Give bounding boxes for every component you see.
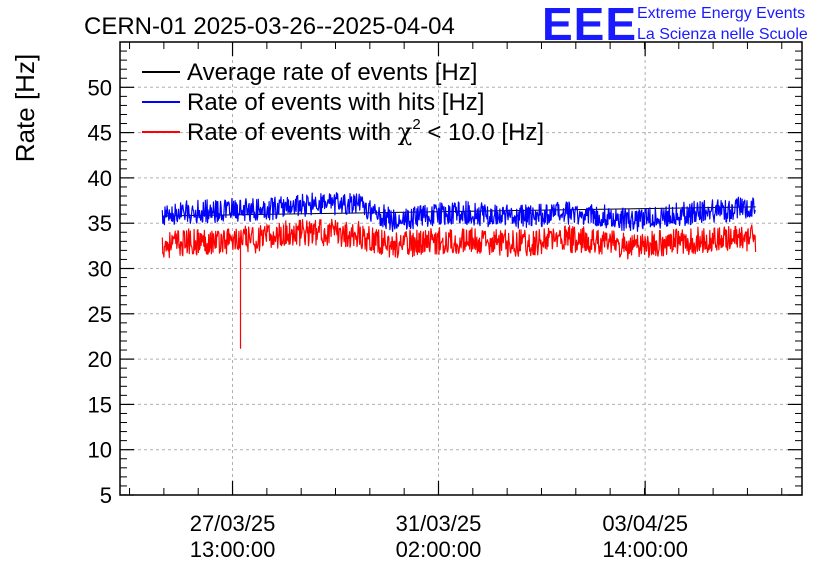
series-layer xyxy=(161,192,757,349)
y-tick-label: 30 xyxy=(88,257,112,282)
y-tick-label: 5 xyxy=(100,483,112,508)
legend-label: Rate of events with χ2 < 10.0 [Hz] xyxy=(187,116,544,146)
y-tick-label: 20 xyxy=(88,347,112,372)
x-tick-date-label: 03/04/25 xyxy=(602,511,688,536)
y-tick-label: 10 xyxy=(88,438,112,463)
logo-line-1: Extreme Energy Events xyxy=(637,5,805,22)
y-axis-label: Rate [Hz] xyxy=(10,54,40,162)
legend: Average rate of events [Hz] Rate of event… xyxy=(142,59,544,146)
eee-logo: EEE Extreme Energy Events La Scienza nel… xyxy=(542,0,808,50)
x-tick-time-label: 14:00:00 xyxy=(602,537,688,562)
y-tick-label: 50 xyxy=(88,75,112,100)
x-tick-time-label: 02:00:00 xyxy=(396,537,482,562)
y-tick-label: 25 xyxy=(88,302,112,327)
x-tick-time-label: 13:00:00 xyxy=(190,537,276,562)
y-tick-label: 35 xyxy=(88,211,112,236)
x-tick-date-label: 31/03/25 xyxy=(396,511,482,536)
legend-label: Rate of events with hits [Hz] xyxy=(187,89,484,116)
y-tick-label: 40 xyxy=(88,166,112,191)
y-tick-label: 45 xyxy=(88,121,112,146)
y-tick-label: 15 xyxy=(88,392,112,417)
x-tick-date-label: 27/03/25 xyxy=(190,511,276,536)
series-rate-with-hits xyxy=(161,192,756,232)
chart-title: CERN-01 2025-03-26--2025-04-04 xyxy=(84,13,455,40)
logo-line-2: La Scienza nelle Scuole xyxy=(637,26,808,43)
legend-label: Average rate of events [Hz] xyxy=(187,59,477,86)
series-rate-chi2 xyxy=(161,218,757,349)
